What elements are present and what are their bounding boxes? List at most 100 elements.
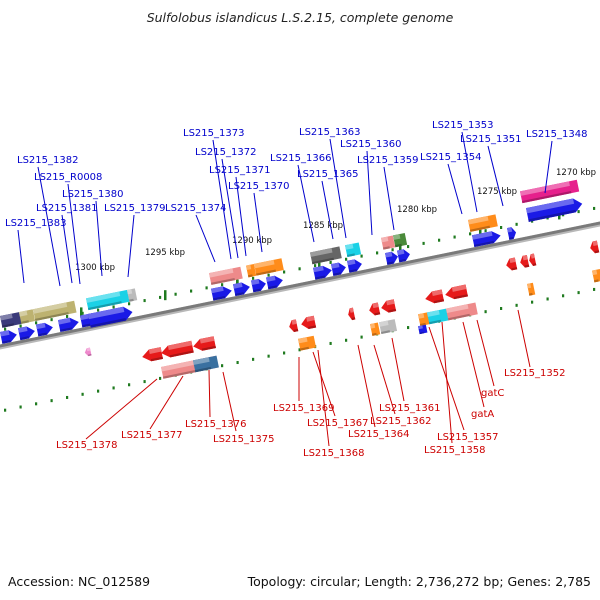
feature-label-forward: LS215_1365	[297, 169, 358, 180]
feature-label-reverse: LS215_1375	[213, 434, 274, 445]
feature-label-forward: LS215_1382	[17, 155, 78, 166]
gene-reverse-block-highlight	[370, 323, 376, 329]
tick-mark-reverse	[221, 364, 224, 368]
gene-reverse-block-shade	[380, 330, 391, 335]
gene-forward-arrow-highlight	[266, 275, 276, 282]
feature-label-forward-leader	[212, 139, 232, 260]
gene-reverse-block-shade	[428, 319, 442, 325]
scale-major-tick	[80, 307, 83, 318]
feature-label-forward-leader	[95, 200, 103, 277]
feature-label-reverse: LS215_1376	[185, 419, 246, 430]
gene-forward-arrow-shade	[90, 317, 127, 328]
tick-mark-forward	[19, 324, 22, 328]
gene-forward-arrow-shade	[37, 332, 48, 337]
gene-forward-arrow-highlight	[331, 262, 340, 269]
tick-mark-reverse	[345, 338, 348, 342]
gene-reverse-arrow-highlight	[431, 289, 443, 296]
gene-forward-arrow-highlight	[211, 286, 224, 294]
gene-reverse-block	[527, 282, 536, 296]
gene-reverse-arrow-highlight	[386, 299, 395, 306]
tick-mark-forward	[329, 260, 332, 264]
gene-forward-arrow-highlight	[472, 231, 493, 240]
tick-mark-forward	[407, 245, 410, 249]
gene-reverse-arrow-shade	[433, 299, 445, 304]
gene-reverse-arrow-shade	[524, 264, 530, 268]
gene-forward-arrow-highlight	[88, 306, 125, 320]
tick-mark-reverse	[500, 307, 503, 310]
gene-forward-block-highlight	[310, 248, 333, 257]
gene-forward-arrow-shade	[332, 272, 341, 276]
gene-reverse-arrow-highlight	[372, 302, 379, 309]
feature-label-reverse: LS215_1368	[303, 448, 364, 459]
gene-forward-block-highlight	[381, 236, 389, 243]
gene-forward-arrow-highlight	[385, 251, 393, 258]
tick-mark-reverse	[593, 287, 596, 291]
gene-forward-block-shade	[87, 301, 122, 311]
feature-label-reverse-leader	[222, 371, 237, 432]
gene-forward-arrow	[0, 330, 17, 344]
gene-reverse-block	[379, 319, 398, 335]
gene-reverse-block-shade	[371, 332, 377, 336]
gene-reverse-arrow-body	[529, 253, 537, 266]
tick-mark-forward	[252, 276, 255, 280]
gene-forward-block	[310, 246, 342, 265]
gene-forward-block-shade	[128, 298, 134, 302]
feature-label-reverse: LS215_1378	[56, 440, 117, 451]
gene-reverse-arrow-body	[348, 307, 356, 321]
feature-label-reverse: LS215_1352	[504, 368, 565, 379]
gene-forward-block-highlight	[0, 313, 13, 321]
tick-mark-forward	[283, 270, 286, 274]
gene-reverse-block-highlight	[379, 320, 389, 327]
gene-reverse-small	[84, 347, 92, 357]
gene-forward-arrow	[347, 259, 362, 273]
tick-mark-reverse	[267, 354, 270, 358]
gene-forward-arrow-shade	[212, 295, 226, 301]
gene-forward-arrow-highlight	[58, 317, 71, 325]
tick-mark-forward	[221, 283, 224, 287]
feature-label-reverse-leader	[476, 319, 495, 387]
scale-major-tick	[318, 258, 321, 269]
gene-forward-arrow	[331, 262, 346, 276]
tick-mark-forward	[190, 289, 193, 293]
genome-backbone	[0, 221, 600, 348]
gene-reverse-block	[193, 355, 219, 373]
gene-forward-arrow-shade	[508, 236, 514, 240]
tick-mark-forward	[500, 226, 503, 229]
gene-forward-arrow	[526, 198, 583, 222]
feature-label-forward-leader	[37, 166, 61, 287]
gene-reverse-arrow-shade	[293, 328, 299, 332]
feature-label-forward: LS215_1371	[209, 165, 270, 176]
gene-forward-block-highlight	[254, 259, 275, 269]
gene-forward-arrow	[266, 275, 283, 290]
gene-reverse-block-highlight	[193, 357, 210, 365]
tick-mark-forward	[469, 232, 472, 236]
gene-reverse-arrow-highlight	[530, 253, 535, 259]
gene-reverse-arrow	[289, 319, 299, 332]
gene-forward-arrow-shade	[314, 275, 326, 280]
gene-forward-block-shade	[469, 225, 491, 232]
gene-reverse-block-highlight	[427, 310, 440, 317]
gene-forward-block	[468, 214, 498, 232]
gene-reverse-arrow	[445, 284, 468, 300]
gene-reverse-block-shade	[447, 313, 470, 321]
gene-reverse-arrow-shade	[201, 345, 216, 351]
gene-forward-arrow	[251, 278, 266, 293]
gene-reverse-block	[370, 322, 381, 336]
tick-mark-forward	[314, 264, 317, 268]
tick-mark-reverse	[577, 291, 580, 295]
gene-reverse-small-highlight	[418, 325, 423, 330]
feature-label-forward: LS215_1353	[432, 120, 493, 131]
gene-reverse-block-shade	[194, 366, 212, 373]
scale-major-tick	[479, 225, 482, 236]
gene-reverse-block-shade	[419, 322, 426, 327]
tick-mark-reverse	[298, 348, 301, 352]
accession-text: Accession: NC_012589	[8, 574, 150, 589]
topology-value: circular	[310, 574, 357, 589]
gene-reverse-block-shade	[299, 346, 310, 351]
gene-reverse-arrow-highlight	[522, 254, 528, 261]
gene-forward-arrow-highlight	[347, 259, 356, 266]
tick-mark-forward	[593, 206, 596, 210]
feature-label-forward: LS215_1374	[165, 203, 226, 214]
gene-reverse-arrow-shade	[511, 267, 518, 271]
